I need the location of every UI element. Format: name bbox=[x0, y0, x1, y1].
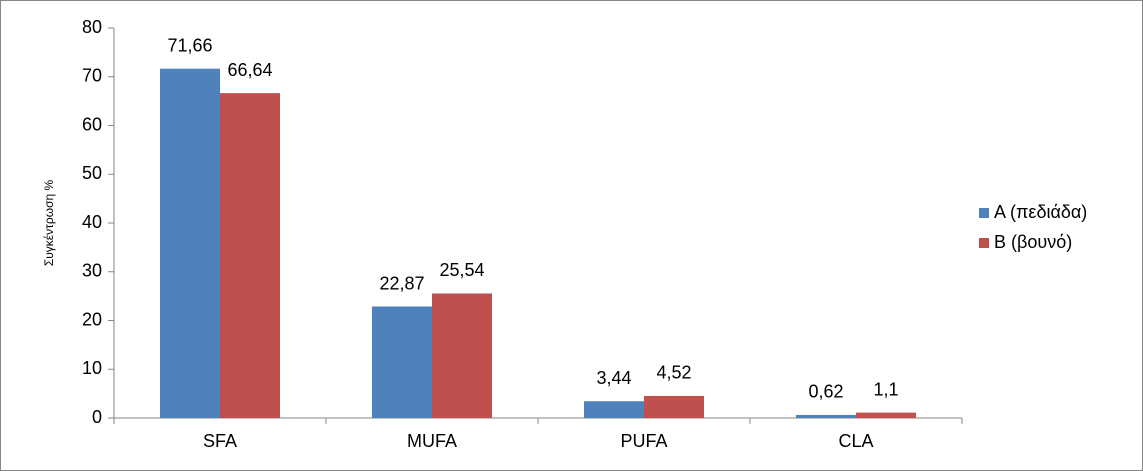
value-label: 71,66 bbox=[167, 35, 212, 55]
x-tick-label: MUFA bbox=[407, 431, 457, 451]
bar bbox=[220, 93, 280, 418]
bar bbox=[160, 68, 220, 418]
y-tick-label: 50 bbox=[82, 163, 102, 183]
value-label: 25,54 bbox=[439, 260, 484, 280]
x-tick-label: SFA bbox=[203, 431, 237, 451]
y-tick-label: 80 bbox=[82, 17, 102, 37]
x-tick-label: PUFA bbox=[620, 431, 667, 451]
value-label: 1,1 bbox=[873, 379, 898, 399]
x-tick-label: CLA bbox=[838, 431, 873, 451]
value-label: 22,87 bbox=[379, 273, 424, 293]
y-tick-label: 20 bbox=[82, 309, 102, 329]
value-label: 0,62 bbox=[808, 382, 843, 402]
y-tick-label: 30 bbox=[82, 261, 102, 281]
bar bbox=[584, 401, 644, 418]
value-label: 3,44 bbox=[596, 368, 631, 388]
y-tick-label: 60 bbox=[82, 114, 102, 134]
legend-swatch bbox=[979, 208, 989, 218]
value-label: 4,52 bbox=[656, 363, 691, 383]
legend-label: B (βουνό) bbox=[994, 232, 1072, 252]
bar bbox=[856, 412, 916, 418]
y-tick-label: 10 bbox=[82, 358, 102, 378]
bar bbox=[372, 306, 432, 418]
bar bbox=[432, 293, 492, 418]
y-tick-label: 40 bbox=[82, 212, 102, 232]
value-label: 66,64 bbox=[227, 60, 272, 80]
y-tick-label: 0 bbox=[92, 407, 102, 427]
y-tick-label: 70 bbox=[82, 66, 102, 86]
bar bbox=[644, 395, 704, 418]
y-axis-label: Συγκέντρωση % bbox=[42, 180, 56, 267]
legend-swatch bbox=[979, 238, 989, 248]
legend-label: A (πεδιάδα) bbox=[994, 202, 1087, 222]
bar bbox=[796, 414, 856, 418]
